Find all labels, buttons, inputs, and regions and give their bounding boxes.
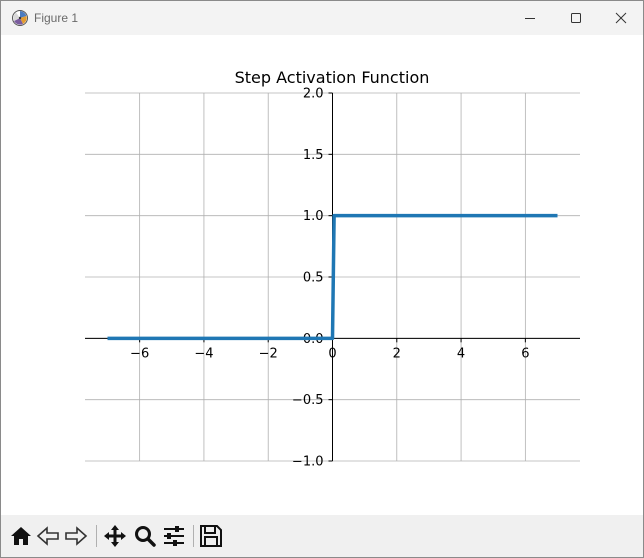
x-tick-label: 4 — [457, 346, 465, 361]
zoom-magnifier-icon[interactable] — [132, 523, 158, 549]
pan-move-icon[interactable] — [102, 523, 128, 549]
minimize-icon — [525, 18, 535, 19]
close-button[interactable] — [597, 6, 643, 30]
y-tick-label: 0.5 — [303, 271, 324, 286]
y-tick-label: 1.5 — [303, 148, 324, 163]
close-icon — [615, 12, 627, 24]
series-line — [107, 213, 558, 341]
y-tick-label: −1.0 — [292, 455, 324, 470]
forward-arrow-icon[interactable] — [63, 523, 89, 549]
x-tick-label: 0 — [328, 346, 336, 361]
toolbar-separator — [193, 525, 194, 547]
x-tick-label: −6 — [130, 346, 149, 361]
maximize-icon — [571, 13, 581, 23]
chart: −6 −4 −2 0 2 4 6−1.0−0.50.00.51.01.52.0 Step A… — [85, 68, 580, 470]
x-tick-label: 2 — [393, 346, 401, 361]
series-layer — [107, 213, 558, 341]
back-arrow-icon[interactable] — [35, 523, 61, 549]
y-tick-label: −0.5 — [292, 393, 324, 408]
y-tick-label: 2.0 — [303, 87, 324, 102]
chart-title: Step Activation Function — [235, 68, 430, 87]
x-tick-label: −2 — [259, 346, 278, 361]
maximize-button[interactable] — [553, 6, 599, 30]
title-bar[interactable]: Figure 1 — [1, 1, 643, 35]
x-tick-label: −4 — [194, 346, 213, 361]
minimize-button[interactable] — [507, 6, 553, 30]
plot-canvas[interactable]: −6 −4 −2 0 2 4 6 −1.0 −0.5 0.0 0.5 1.0 1.5 2.0 Step A… — [1, 35, 643, 515]
y-tick-label: 1.0 — [303, 209, 324, 224]
app-icon — [12, 10, 28, 26]
configure-subplots-icon[interactable] — [161, 523, 187, 549]
home-icon[interactable] — [8, 523, 34, 549]
toolbar-separator — [96, 525, 97, 547]
navigation-toolbar — [1, 515, 643, 557]
x-tick-label: 6 — [521, 346, 529, 361]
window-title: Figure 1 — [34, 11, 79, 25]
tick-marks: −6 −4 −2 0 2 4 6−1.0−0.50.00.51.01.52.0 — [130, 87, 529, 470]
save-icon[interactable] — [198, 523, 224, 549]
